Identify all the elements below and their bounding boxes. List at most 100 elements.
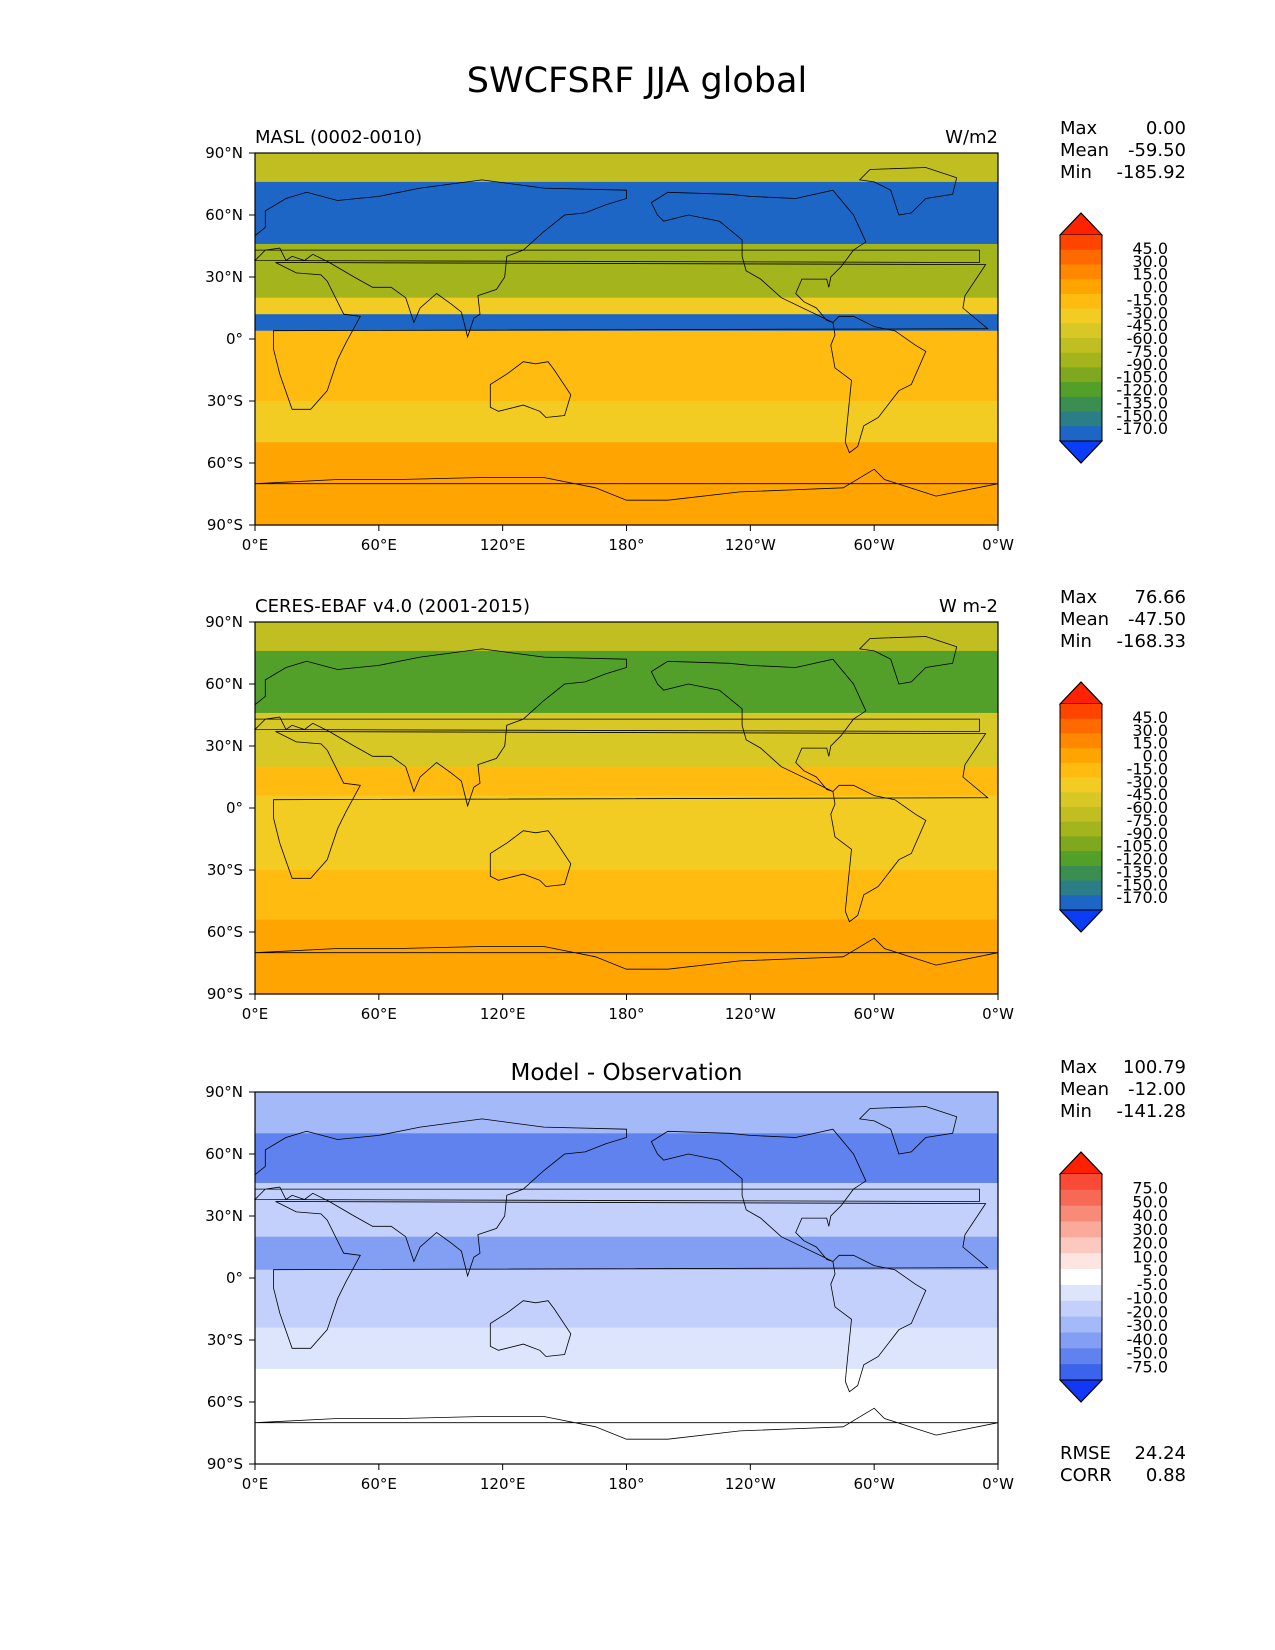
coastline [650, 658, 867, 792]
lat-tick-label: 60°N [205, 206, 243, 224]
coastline [254, 1407, 999, 1440]
colorbar-label: -120.0 [1116, 381, 1168, 400]
lon-tick-label: 60°W [853, 1005, 895, 1023]
lat-tick-label: 0° [226, 1269, 243, 1287]
colorbar-label: -60.0 [1127, 798, 1168, 817]
coastline [489, 361, 572, 418]
coastline [830, 1254, 927, 1393]
lon-tick-label: 120°W [725, 536, 776, 554]
colorbar-label: -20.0 [1127, 1302, 1168, 1321]
colorbar-label: -120.0 [1116, 850, 1168, 869]
lat-tick-label: 90°N [205, 144, 243, 162]
colorbar-label: 0.0 [1143, 747, 1168, 766]
stat-label: Min [1060, 162, 1092, 183]
stat-label: Max [1060, 118, 1098, 139]
lon-tick-label: 120°W [725, 1475, 776, 1493]
colorbar-label: -50.0 [1127, 1344, 1168, 1363]
lat-tick-label: 60°S [207, 1393, 243, 1411]
colorbar-label: -150.0 [1116, 875, 1168, 894]
stat-value: 0.00 [1146, 118, 1186, 139]
colorbar-label: -90.0 [1127, 824, 1168, 843]
colorbar-label: -105.0 [1116, 837, 1168, 856]
colorbar-label: -75.0 [1127, 811, 1168, 830]
colorbar-label: -10.0 [1127, 1289, 1168, 1308]
lat-tick-label: 30°S [207, 1331, 243, 1349]
colorbar-label: 30.0 [1132, 252, 1168, 271]
lon-tick-label: 0°W [982, 536, 1014, 554]
stat-value: -168.33 [1117, 631, 1186, 652]
colorbar-label: -105.0 [1116, 368, 1168, 387]
stat-value: -59.50 [1128, 140, 1186, 161]
colorbar-label: -5.0 [1137, 1275, 1168, 1294]
stat-value: -185.92 [1117, 162, 1186, 183]
colorbar-label: 30.0 [1132, 1220, 1168, 1239]
colorbar-label: -45.0 [1127, 316, 1168, 335]
lat-tick-label: 90°N [205, 1083, 243, 1101]
colorbar-label: -30.0 [1127, 1316, 1168, 1335]
lon-tick-label: 0°E [242, 1005, 269, 1023]
coastline [830, 784, 927, 923]
coastline [830, 315, 927, 454]
lat-tick-label: 60°S [207, 454, 243, 472]
colorbar-label: -75.0 [1127, 342, 1168, 361]
panels: 90°N 60°N 30°N 0° 30°S 60°S 90°S 0°E 60°E 120°E 18… [205, 118, 1186, 1493]
colorbar-label: 10.0 [1132, 1247, 1168, 1266]
coastline [489, 1300, 572, 1357]
colorbar-label: -75.0 [1127, 1357, 1168, 1376]
stat-label: Mean [1060, 1079, 1109, 1100]
coastline [650, 1128, 867, 1262]
lon-tick-label: 0°W [982, 1475, 1014, 1493]
colorbar-label: 15.0 [1132, 734, 1168, 753]
lat-tick-label: 90°N [205, 613, 243, 631]
colorbar-label: 75.0 [1132, 1179, 1168, 1198]
coastline [273, 1201, 989, 1349]
coastline [858, 167, 958, 216]
lon-tick-label: 120°E [480, 536, 526, 554]
stat-value: -47.50 [1128, 609, 1186, 630]
stat-value: 0.88 [1146, 1465, 1186, 1486]
colorbar-label: 0.0 [1143, 278, 1168, 297]
panel-center-title: Model - Observation [510, 1060, 742, 1086]
stat-label: CORR [1060, 1465, 1112, 1486]
stat-label: Mean [1060, 609, 1109, 630]
colorbar-label: -90.0 [1127, 355, 1168, 374]
lat-tick-label: 60°N [205, 1145, 243, 1163]
lat-tick-label: 30°S [207, 861, 243, 879]
colorbar-label: -135.0 [1116, 862, 1168, 881]
lat-tick-label: 30°S [207, 392, 243, 410]
colorbar-label: -15.0 [1127, 290, 1168, 309]
coastline [489, 830, 572, 887]
lat-tick-label: 90°S [207, 985, 243, 1003]
colorbar-label: 15.0 [1132, 265, 1168, 284]
stat-label: Min [1060, 631, 1092, 652]
lon-tick-label: 60°W [853, 536, 895, 554]
colorbar-label: -150.0 [1116, 406, 1168, 425]
figure-title: SWCFSRF JJA global [467, 61, 807, 101]
lat-tick-label: 60°N [205, 675, 243, 693]
colorbar: 45.030.015.00.0-15.0-30.0-45.0-60.0-75.0… [1058, 681, 1168, 933]
coastline [254, 468, 999, 501]
lon-tick-label: 0°W [982, 1005, 1014, 1023]
panel-left-title: CERES-EBAF v4.0 (2001-2015) [255, 596, 530, 617]
stat-label: Min [1060, 1101, 1092, 1122]
lon-tick-label: 60°E [361, 1005, 397, 1023]
coastline [254, 937, 999, 970]
colorbar-label: -40.0 [1127, 1330, 1168, 1349]
stat-value: 100.79 [1123, 1057, 1186, 1078]
colorbar-label: -60.0 [1127, 329, 1168, 348]
coastline [273, 262, 989, 410]
stat-value: -141.28 [1117, 1101, 1186, 1122]
lon-tick-label: 0°E [242, 1475, 269, 1493]
stat-value: 76.66 [1134, 587, 1186, 608]
lon-tick-label: 60°E [361, 1475, 397, 1493]
stat-label: RMSE [1060, 1443, 1111, 1464]
stat-label: Max [1060, 587, 1098, 608]
panel-units: W m-2 [939, 596, 998, 617]
coastline [858, 636, 958, 685]
colorbar-label: -135.0 [1116, 393, 1168, 412]
colorbar: 75.050.040.030.020.010.05.0-5.0-10.0-20.… [1058, 1151, 1168, 1403]
colorbar-label: -170.0 [1116, 419, 1168, 438]
lat-tick-label: 30°N [205, 268, 243, 286]
lon-tick-label: 180° [608, 536, 644, 554]
map-panel: 90°N 60°N 30°N 0° 30°S 60°S 90°S 0°E 60°E 120°E 18… [205, 1057, 1186, 1493]
